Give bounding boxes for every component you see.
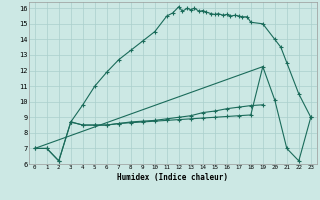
X-axis label: Humidex (Indice chaleur): Humidex (Indice chaleur) (117, 173, 228, 182)
